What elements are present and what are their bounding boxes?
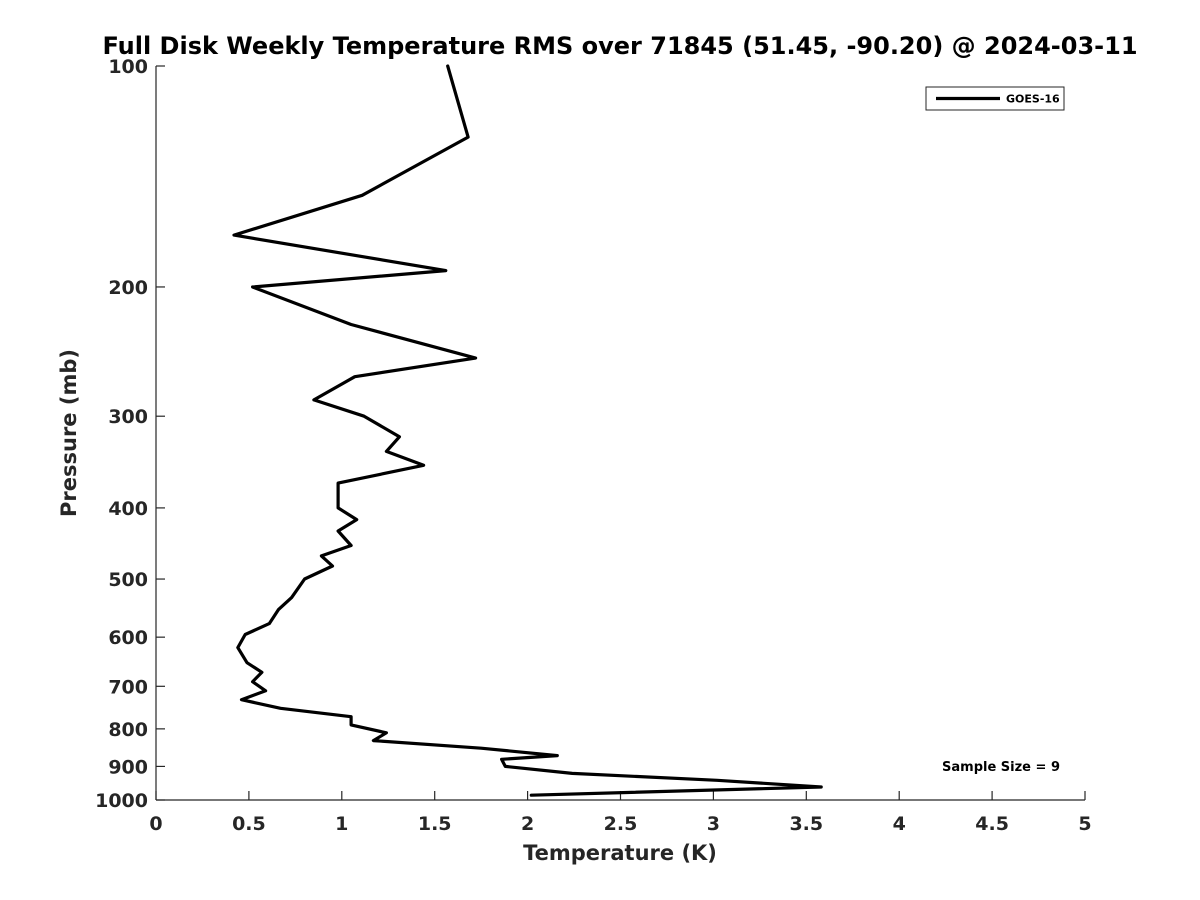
x-tick-label: 0	[149, 813, 162, 835]
x-axis-ticks: 0 0.5 1 1.5 2 2.5 3 3.5 4 4.5 5	[149, 791, 1092, 835]
y-axis-label: Pressure (mb)	[57, 349, 81, 517]
x-tick-label: 4.5	[975, 813, 1009, 835]
x-tick-label: 3	[707, 813, 720, 835]
legend: GOES-16	[925, 86, 1065, 111]
x-tick-label: 0.5	[232, 813, 266, 835]
y-tick-label: 900	[108, 756, 148, 778]
y-tick-label: 700	[108, 676, 148, 698]
series-line-goes-16	[232, 64, 823, 797]
x-tick-label: 2	[521, 813, 534, 835]
x-tick-label: 1.5	[418, 813, 452, 835]
y-tick-label: 600	[108, 627, 148, 649]
x-tick-label: 4	[893, 813, 906, 835]
x-tick-label: 2.5	[604, 813, 638, 835]
y-tick-label: 500	[108, 569, 148, 591]
y-tick-label: 400	[108, 498, 148, 520]
sample-size-annotation: Sample Size = 9	[942, 760, 1060, 775]
x-axis-label: Temperature (K)	[523, 841, 717, 865]
y-tick-label: 800	[108, 719, 148, 741]
x-tick-label: 3.5	[789, 813, 823, 835]
y-tick-label: 300	[108, 406, 148, 428]
y-axis-ticks: 100 200 300 400 500 600 700 800 900 1000	[95, 56, 165, 812]
x-tick-label: 1	[335, 813, 348, 835]
y-tick-label: 100	[108, 56, 148, 78]
chart-title: Full Disk Weekly Temperature RMS over 71…	[102, 32, 1137, 60]
y-tick-label: 1000	[95, 790, 148, 812]
x-tick-label: 5	[1078, 813, 1091, 835]
y-tick-label: 200	[108, 277, 148, 299]
legend-entry-goes-16: GOES-16	[1006, 93, 1060, 106]
